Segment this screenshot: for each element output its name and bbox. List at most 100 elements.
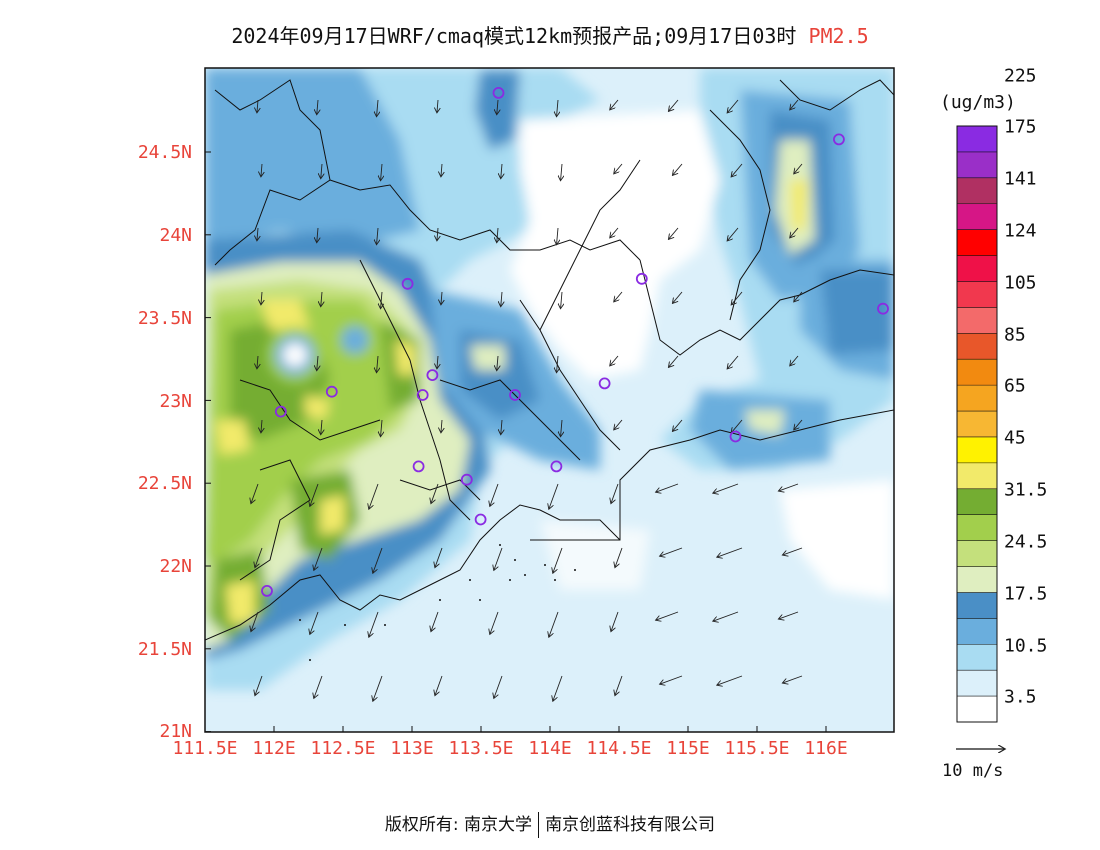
wind-arrow <box>728 227 739 240</box>
wind-arrow <box>257 355 258 368</box>
colorbar-tick-label: 10.5 <box>1004 635 1048 657</box>
wind-arrow <box>718 547 743 557</box>
wind-arrow <box>557 355 558 372</box>
wind-arrow <box>490 483 499 506</box>
wind-arrow <box>373 675 383 700</box>
wind-arrow <box>732 163 743 176</box>
wind-arrow <box>656 611 679 620</box>
wind-arrow <box>494 675 503 698</box>
colorbar-segment <box>957 411 997 438</box>
wind-arrow <box>377 355 378 372</box>
footer-separator <box>538 812 540 838</box>
station-marker <box>460 473 473 486</box>
wind-arrow <box>261 163 262 176</box>
wind-arrow <box>660 675 683 684</box>
wind-arrow <box>321 419 322 434</box>
colorbar-segment <box>957 540 997 567</box>
colorbar-segment <box>957 592 997 619</box>
wind-arrow <box>732 419 743 432</box>
colorbar-tick-label: 105 <box>1004 272 1037 294</box>
y-tick-label: 24.5N <box>137 142 192 163</box>
wind-arrow <box>790 99 799 109</box>
wind-arrow <box>610 227 619 237</box>
colorbar-segment <box>957 307 997 334</box>
wind-arrow <box>794 163 803 173</box>
wind-arrow <box>441 291 442 304</box>
wind-arrow <box>377 227 378 244</box>
wind-arrow <box>561 291 562 308</box>
boundary-lines <box>205 79 894 641</box>
wind-arrow <box>317 99 318 114</box>
y-tick-label: 21N <box>159 721 192 742</box>
colorbar-segment <box>957 203 997 230</box>
colorbar-segment <box>957 566 997 593</box>
wind-arrow <box>790 355 799 365</box>
x-tick-label: 112.5E <box>310 738 376 759</box>
wind-arrow <box>497 227 498 242</box>
colorbar-segment <box>957 281 997 308</box>
wind-arrow <box>660 547 683 556</box>
station-marker <box>550 460 563 473</box>
station-marker <box>635 272 648 285</box>
wind-arrow <box>251 483 259 503</box>
wind-arrow <box>381 163 382 180</box>
y-tick-label: 22N <box>159 556 192 577</box>
x-tick-label: 111.5E <box>172 738 238 759</box>
wind-arrow <box>669 99 679 111</box>
wind-arrow <box>557 227 558 244</box>
wind-arrow <box>779 483 799 491</box>
wind-arrow <box>257 227 258 240</box>
wind-arrow <box>369 483 379 508</box>
wind-arrow <box>561 419 562 436</box>
wind-arrow <box>501 419 502 434</box>
y-tick-label: 24N <box>159 225 192 246</box>
colorbar-tick-label: 124 <box>1004 220 1037 242</box>
colorbar-segment <box>957 618 997 645</box>
wind-arrow <box>441 163 442 176</box>
axis-ticks <box>204 151 827 733</box>
colorbar-segment <box>957 229 997 256</box>
wind-arrow <box>501 163 502 178</box>
wind-arrow <box>561 163 562 180</box>
station-marker <box>261 585 273 597</box>
wind-arrow <box>431 483 439 503</box>
wind-arrow <box>317 227 318 242</box>
station-marker <box>598 377 611 390</box>
wind-arrow <box>673 291 683 303</box>
wind-arrow <box>369 611 379 636</box>
wind-arrow <box>656 483 679 492</box>
wind-arrow <box>615 675 623 695</box>
colorbar-tick-label: 17.5 <box>1004 583 1048 605</box>
colorbar-segment <box>957 670 997 697</box>
title-main: 2024年09月17日WRF/cmaq模式12km预报产品;09月17日03时 <box>231 24 797 48</box>
wind-arrow <box>714 483 739 493</box>
reference-vector-label: 10 m/s <box>942 761 1004 781</box>
colorbar-segment <box>957 126 997 153</box>
wind-arrow <box>615 547 623 567</box>
colorbar-segment <box>957 514 997 541</box>
wind-arrow <box>314 547 323 570</box>
wind-arrow <box>321 291 322 306</box>
colorbar-tick-label: 65 <box>1004 375 1026 397</box>
station-marker <box>416 389 429 401</box>
y-tick-label: 23N <box>159 391 192 412</box>
colorbar-tick-label: 3.5 <box>1004 686 1037 708</box>
station-marker <box>877 302 889 315</box>
wind-arrow <box>673 163 683 175</box>
wind-arrow <box>714 611 739 621</box>
wind-arrow <box>611 611 619 631</box>
wind-arrow <box>257 99 258 112</box>
wind-arrow <box>779 611 799 619</box>
colorbar <box>956 125 998 723</box>
colorbar-segment <box>957 488 997 515</box>
wind-arrow <box>673 419 683 431</box>
wind-arrow <box>377 99 378 116</box>
wind-arrow <box>497 355 498 370</box>
colorbar-segment <box>957 177 997 205</box>
x-tick-label: 115E <box>666 738 710 759</box>
wind-arrow <box>611 483 619 503</box>
colorbar-segment <box>957 644 997 671</box>
station-marker <box>833 133 845 146</box>
y-tick-label: 22.5N <box>137 473 192 494</box>
